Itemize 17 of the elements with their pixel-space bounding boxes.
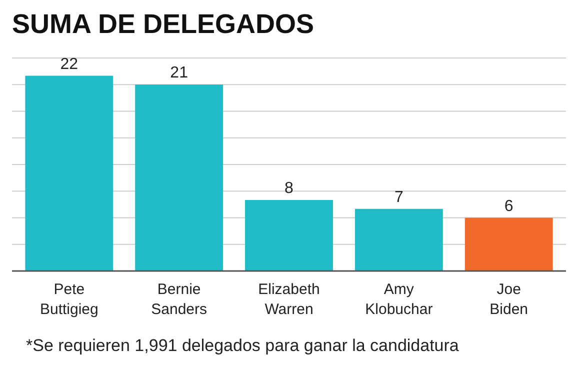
x-tick-label: Joe Biden: [490, 281, 528, 318]
data-label: 21: [170, 64, 188, 82]
data-label: 22: [60, 56, 78, 73]
bar: [354, 208, 443, 271]
data-label: 6: [504, 198, 514, 215]
chart-title: SUMA DE DELEGADOS: [12, 9, 314, 39]
bar: [25, 76, 114, 271]
x-tick-label: Bernie Sanders: [151, 281, 208, 318]
data-label: 7: [394, 188, 404, 206]
bar: [464, 218, 553, 271]
x-tick-label: Pete Buttigieg: [40, 281, 98, 318]
text: *Se requieren 1,991 delegados para ganar la candidatura: [26, 336, 460, 355]
x-tick-label: Elizabeth Warren: [258, 281, 320, 318]
bar: [135, 84, 224, 271]
data-label: 8: [284, 180, 294, 197]
bar: [245, 200, 333, 271]
x-tick-label: Amy Klobuchar: [365, 281, 433, 318]
